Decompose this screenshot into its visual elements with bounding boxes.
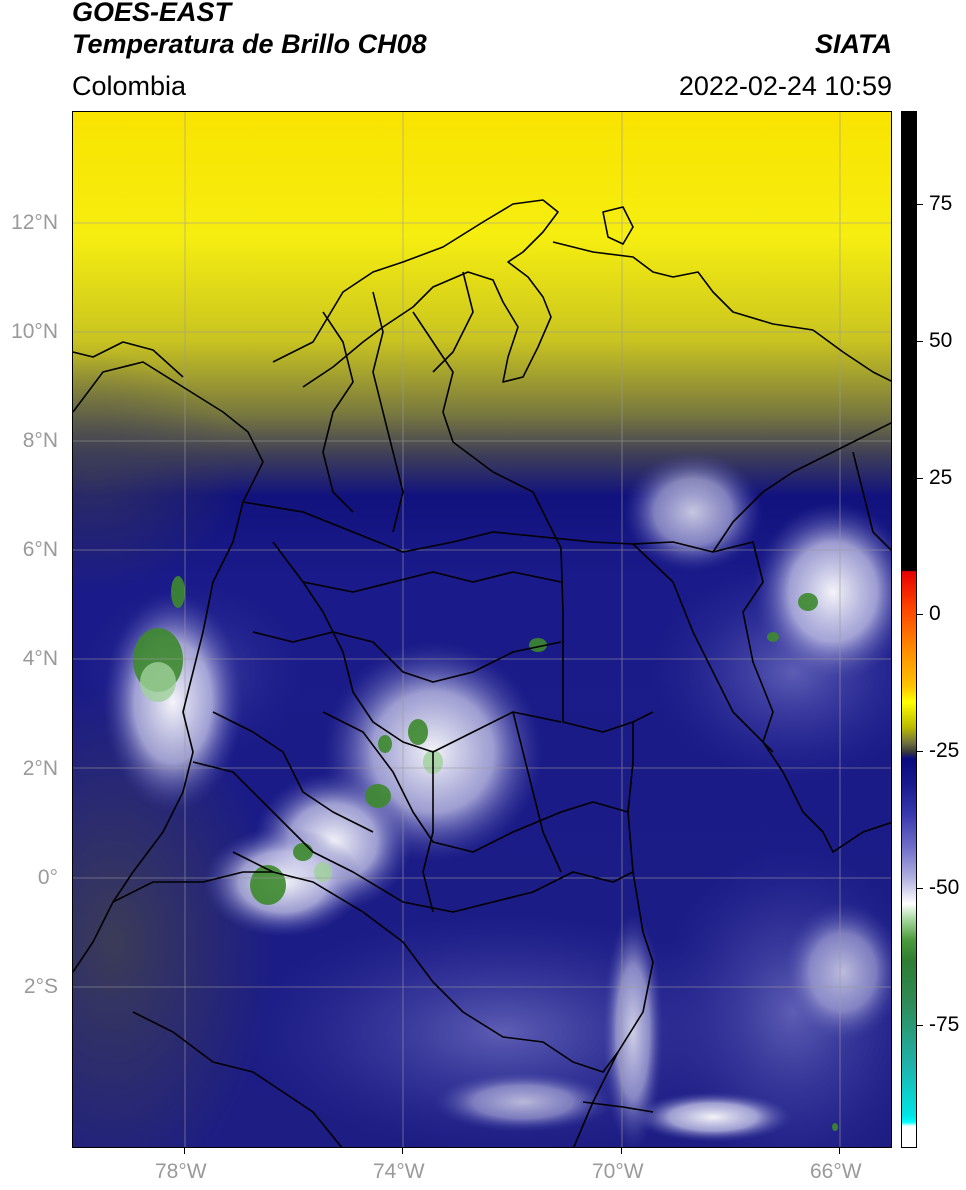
longitude-tick [839, 1148, 840, 1154]
colorbar-tick [917, 204, 923, 205]
latitude-label: 0° [37, 866, 58, 889]
longitude-tick [184, 1148, 185, 1154]
satellite-map [72, 111, 892, 1148]
latitude-label: 12°N [11, 211, 58, 234]
longitude-tick [621, 1148, 622, 1154]
latitude-label: 10°N [11, 320, 58, 343]
longitude-label: 74°W [373, 1160, 425, 1183]
latitude-label: 6°N [22, 538, 58, 561]
longitude-label: 70°W [592, 1160, 644, 1183]
colorbar-tick [917, 614, 923, 615]
colorbar-tick [917, 888, 923, 889]
colorbar-tick [917, 478, 923, 479]
colorbar-label: -75 [929, 1013, 960, 1036]
timestamp-label: 2022-02-24 10:59 [678, 71, 892, 101]
colorbar-tick [917, 341, 923, 342]
colorbar-label: 50 [929, 329, 953, 352]
colorbar-label: 25 [929, 466, 953, 489]
colorbar-label: -50 [929, 876, 960, 899]
latitude-label: 2°N [22, 757, 58, 780]
colorbar-tick [917, 751, 923, 752]
temperature-colorbar [901, 111, 917, 1148]
region-label: Colombia [72, 71, 187, 101]
longitude-tick [402, 1148, 403, 1154]
source-label: SIATA [815, 29, 892, 59]
latitude-label: 2°S [23, 975, 58, 998]
colorbar-tick [917, 1025, 923, 1026]
longitude-label: 66°W [810, 1160, 862, 1183]
colorbar-label: 0 [929, 602, 941, 625]
latitude-label: 8°N [22, 429, 58, 452]
colorbar-label: -25 [929, 739, 960, 762]
latitude-label: 4°N [22, 647, 58, 670]
product-title: GOES-EAST [72, 0, 232, 27]
brightness-temperature-field [73, 112, 891, 1147]
colorbar-label: 75 [929, 192, 953, 215]
longitude-label: 78°W [155, 1160, 207, 1183]
product-subtitle: Temperatura de Brillo CH08 [72, 29, 427, 59]
